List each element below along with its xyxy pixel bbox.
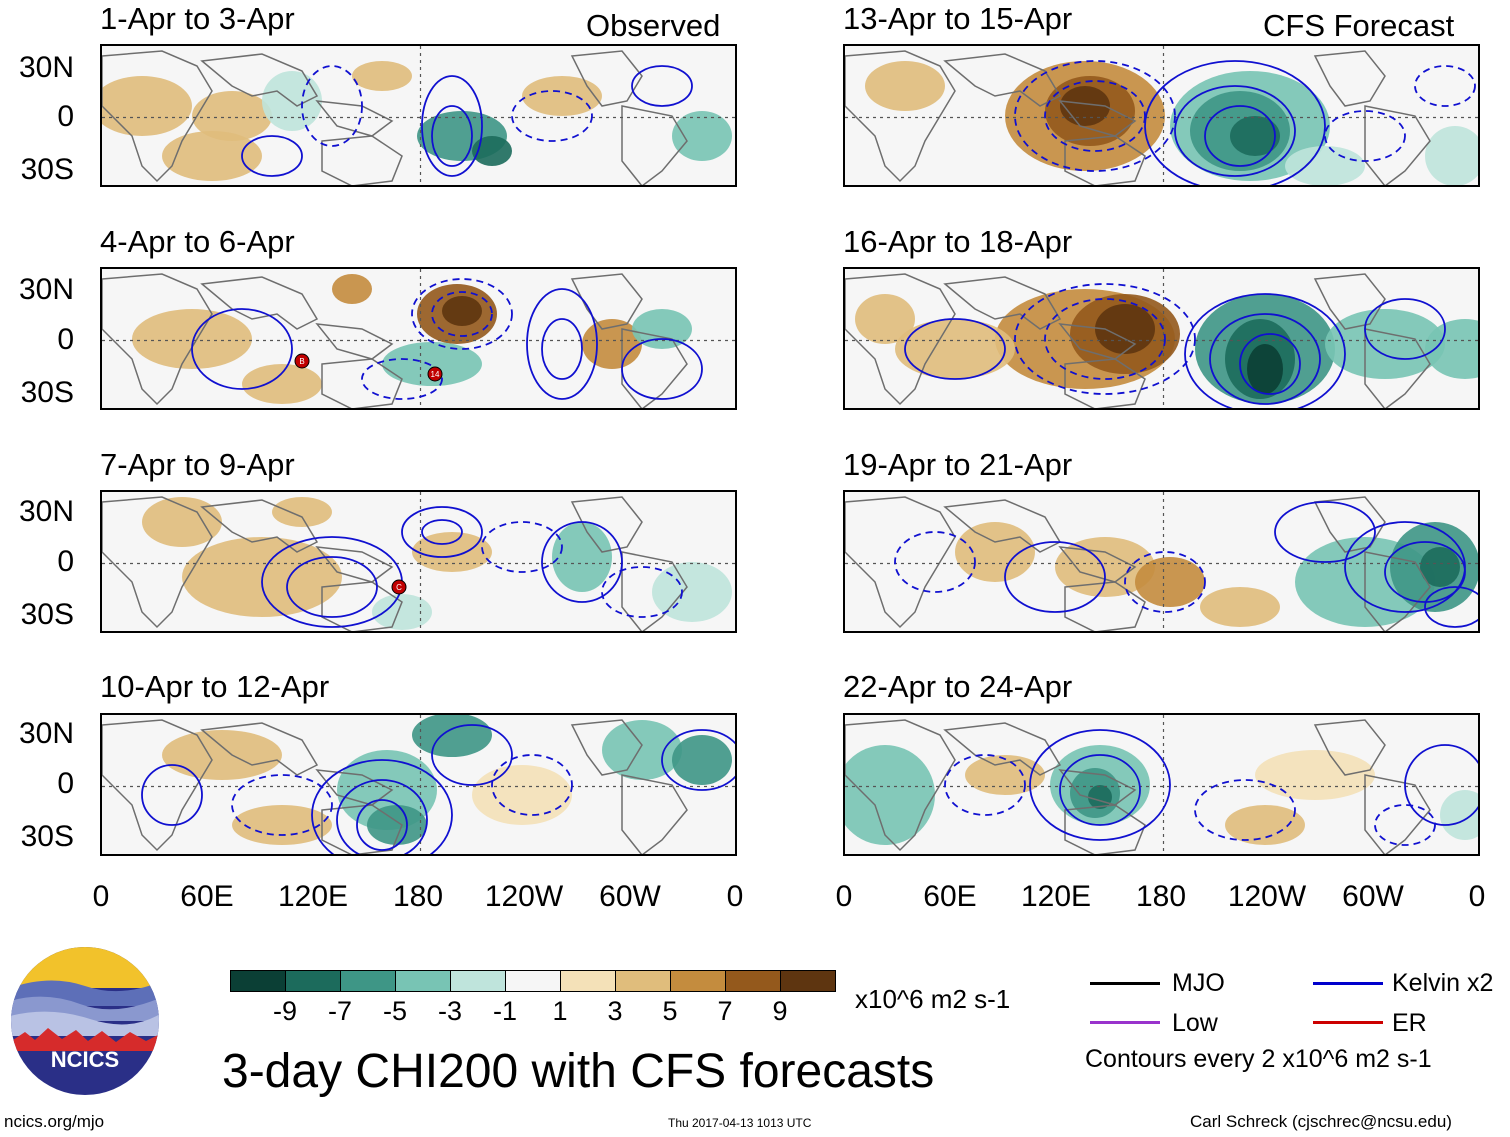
colorbar-tick-label: -1 — [492, 996, 517, 1026]
colorbar-swatch — [780, 970, 836, 992]
colorbar-swatch — [340, 970, 396, 992]
contour-note: Contours every 2 x10^6 m2 s-1 — [1085, 1045, 1432, 1073]
panel-title-7: 19-Apr to 21-Apr — [843, 447, 1073, 482]
colorbar-swatch — [395, 970, 451, 992]
lon-label-60e: 60E — [923, 880, 977, 913]
legend-label-kelvin: Kelvin x2 — [1392, 969, 1494, 997]
map-panel-3: C — [100, 490, 737, 633]
footer-url: ncics.org/mjo — [4, 1112, 105, 1131]
legend-label-mjo: MJO — [1172, 969, 1225, 997]
lat-label-0: 0 — [57, 545, 74, 578]
map-canvas-1 — [102, 46, 735, 185]
logo-text: NCICS — [51, 1047, 119, 1072]
legend-line-kelvin — [1313, 982, 1383, 985]
lon-label-120w: 120W — [1227, 880, 1307, 913]
lon-label-60e: 60E — [180, 880, 234, 913]
map-panel-2: B 14 — [100, 267, 737, 410]
map-panel-6 — [843, 267, 1480, 410]
map-panel-1 — [100, 44, 737, 187]
legend-label-low: Low — [1172, 1009, 1218, 1037]
legend-line-er — [1313, 1021, 1383, 1024]
storm-marker-label: 14 — [431, 370, 440, 379]
colorbar-swatch — [615, 970, 671, 992]
colorbar-tick-label: -3 — [437, 996, 462, 1026]
colorbar-tick-label: 9 — [772, 996, 788, 1026]
panel-title-5: 13-Apr to 15-Apr — [843, 1, 1073, 36]
panel-title-1: 1-Apr to 3-Apr — [100, 1, 295, 36]
lon-label-0-end: 0 — [726, 880, 744, 913]
colorbar-swatch — [505, 970, 561, 992]
main-title: 3-day CHI200 with CFS forecasts — [222, 1045, 935, 1098]
lon-label-120e: 120E — [277, 880, 349, 913]
colorbar-swatch — [725, 970, 781, 992]
lon-label-60w: 60W — [1342, 880, 1404, 913]
lat-label-30s: 30S — [20, 153, 74, 186]
map-canvas-3: C — [102, 492, 735, 631]
map-canvas-8 — [845, 715, 1478, 854]
lat-label-30n: 30N — [18, 495, 74, 528]
ncics-logo: NCICS — [10, 946, 160, 1096]
map-canvas-6 — [845, 269, 1478, 408]
map-panel-8 — [843, 713, 1480, 856]
legend-line-mjo — [1090, 982, 1160, 985]
footer-timestamp: Thu 2017-04-13 1013 UTC — [668, 1116, 812, 1130]
map-canvas-2: B 14 — [102, 269, 735, 408]
lat-label-0: 0 — [57, 767, 74, 800]
colorbar-tick-label: 7 — [717, 996, 733, 1026]
lat-label-30n: 30N — [18, 51, 74, 84]
panel-title-2: 4-Apr to 6-Apr — [100, 224, 295, 259]
colorbar-tick-label: 5 — [662, 996, 678, 1026]
colorbar-swatch — [450, 970, 506, 992]
lon-label-60w: 60W — [599, 880, 661, 913]
lat-label-30n: 30N — [18, 273, 74, 306]
colorbar-tick-label: -9 — [272, 996, 297, 1026]
storm-marker-label: B — [299, 357, 304, 366]
legend-line-low — [1090, 1021, 1160, 1024]
colorbar-tick-label: 3 — [607, 996, 623, 1026]
lon-label-180: 180 — [1135, 880, 1187, 913]
footer-author: Carl Schreck (cjschrec@ncsu.edu) — [1190, 1112, 1452, 1131]
lon-label-0: 0 — [92, 880, 110, 913]
colorbar-units: x10^6 m2 s-1 — [855, 984, 1011, 1014]
forecast-label: CFS Forecast — [1263, 8, 1455, 43]
lat-label-30s: 30S — [20, 820, 74, 853]
colorbar-tick-label: 1 — [552, 996, 568, 1026]
lon-label-0: 0 — [835, 880, 853, 913]
lat-label-30s: 30S — [20, 598, 74, 631]
lat-label-0: 0 — [57, 100, 74, 133]
lon-label-120e: 120E — [1020, 880, 1092, 913]
map-canvas-4 — [102, 715, 735, 854]
map-panel-7 — [843, 490, 1480, 633]
panel-title-4: 10-Apr to 12-Apr — [100, 669, 330, 704]
colorbar-swatch — [560, 970, 616, 992]
lat-label-30n: 30N — [18, 717, 74, 750]
observed-label: Observed — [586, 8, 721, 43]
storm-marker-label: C — [396, 583, 402, 592]
panel-title-8: 22-Apr to 24-Apr — [843, 669, 1073, 704]
colorbar-swatch — [670, 970, 726, 992]
lon-label-180: 180 — [392, 880, 444, 913]
map-canvas-7 — [845, 492, 1478, 631]
panel-title-6: 16-Apr to 18-Apr — [843, 224, 1073, 259]
map-panel-5 — [843, 44, 1480, 187]
legend-label-er: ER — [1392, 1009, 1427, 1037]
panel-title-3: 7-Apr to 9-Apr — [100, 447, 295, 482]
lat-label-30s: 30S — [20, 376, 74, 409]
lon-label-0-end: 0 — [1468, 880, 1486, 913]
map-canvas-5 — [845, 46, 1478, 185]
colorbar-swatch — [285, 970, 341, 992]
colorbar-swatch — [230, 970, 286, 992]
lat-label-0: 0 — [57, 323, 74, 356]
colorbar-tick-label: -5 — [382, 996, 407, 1026]
colorbar-tick-label: -7 — [327, 996, 352, 1026]
map-panel-4 — [100, 713, 737, 856]
lon-label-120w: 120W — [484, 880, 564, 913]
